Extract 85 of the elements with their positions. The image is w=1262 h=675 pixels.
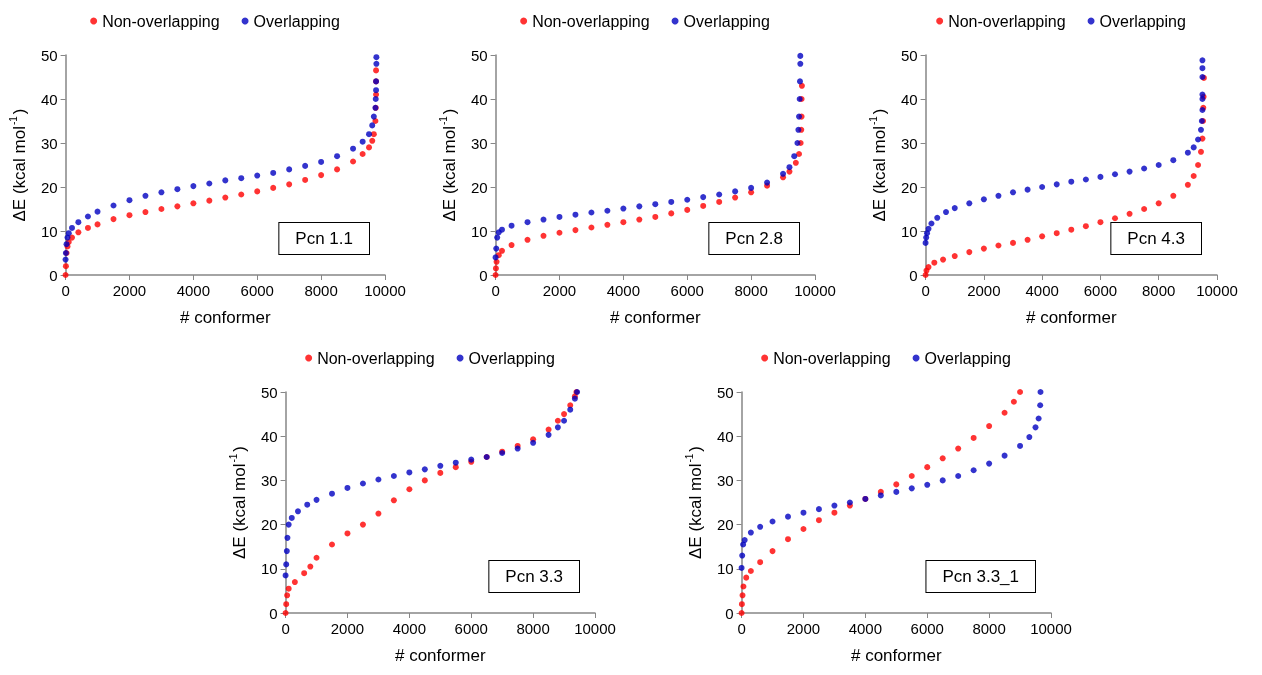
y-axis-title: ΔE (kcal mol-1): [7, 108, 29, 222]
x-tick-label: 10000: [794, 282, 836, 299]
legend-label: Non-overlapping: [317, 349, 435, 367]
x-tick-label: 4000: [176, 282, 211, 299]
y-tick-label: 10: [716, 560, 734, 578]
x-tick-label: 8000: [972, 620, 1006, 637]
y-tick-label: 30: [40, 134, 58, 152]
y-tick-label: 20: [40, 178, 58, 196]
x-tick-label: 2000: [786, 620, 821, 637]
y-tick-label: 0: [725, 604, 734, 622]
x-tick-label: 2000: [330, 620, 365, 637]
y-axis-title: ΔE (kcal mol-1): [437, 108, 459, 222]
x-tick-label: 6000: [670, 282, 704, 299]
x-tick-label: 6000: [454, 620, 488, 637]
y-tick-label: 30: [900, 134, 918, 152]
legend-label: Overlapping: [468, 349, 555, 367]
y-tick-label: 30: [716, 471, 734, 489]
y-tick-label: 40: [900, 90, 918, 108]
annotation: Pcn 3.3_1: [942, 567, 1019, 586]
y-tick-label: 50: [40, 46, 58, 64]
x-tick-label: 2000: [542, 282, 577, 299]
y-tick-label: 50: [260, 383, 278, 401]
x-tick-label: 2000: [967, 282, 1001, 299]
x-tick-label: 8000: [1142, 282, 1176, 299]
x-tick-label: 8000: [304, 282, 338, 299]
x-tick-label: 8000: [734, 282, 768, 299]
legend-label: Overlapping: [924, 349, 1011, 367]
legend-label: Non-overlapping: [773, 349, 891, 367]
y-axis-title: ΔE (kcal mol-1): [683, 446, 705, 559]
x-tick-label: 10000: [364, 282, 406, 299]
y-tick-label: 30: [470, 134, 488, 152]
y-tick-label: 50: [900, 46, 918, 64]
x-tick-label: 4000: [848, 620, 883, 637]
x-axis-title: # conformer: [179, 308, 271, 327]
y-tick-label: 40: [470, 90, 488, 108]
y-tick-label: 40: [260, 427, 278, 445]
legend-label: Overlapping: [253, 12, 340, 30]
y-tick-label: 10: [40, 222, 58, 240]
x-tick-label: 0: [737, 620, 746, 637]
y-tick-label: 50: [470, 46, 488, 64]
x-tick-label: 0: [61, 282, 70, 299]
y-tick-label: 20: [900, 178, 918, 196]
y-axis-title: ΔE (kcal mol-1): [227, 446, 249, 559]
x-tick-label: 10000: [574, 620, 616, 637]
legend-label: Non-overlapping: [532, 12, 650, 30]
x-tick-label: 2000: [112, 282, 147, 299]
y-tick-label: 50: [716, 383, 734, 401]
x-axis-title: # conformer: [609, 308, 701, 327]
y-tick-label: 40: [716, 427, 734, 445]
annotation: Pcn 2.8: [725, 229, 784, 248]
y-tick-label: 0: [479, 266, 488, 284]
legend-label: Non-overlapping: [948, 12, 1066, 30]
x-tick-label: 6000: [910, 620, 944, 637]
annotation: Pcn 1.1: [295, 229, 354, 248]
annotation: Pcn 3.3: [505, 567, 564, 586]
y-tick-label: 10: [260, 560, 278, 578]
x-axis-title: # conformer: [1025, 308, 1117, 327]
x-tick-label: 0: [491, 282, 500, 299]
y-tick-label: 30: [260, 471, 278, 489]
y-tick-label: 20: [716, 516, 734, 534]
legend-label: Overlapping: [683, 12, 770, 30]
x-tick-label: 6000: [240, 282, 274, 299]
legend-label: Non-overlapping: [102, 12, 220, 30]
x-tick-label: 10000: [1196, 282, 1238, 299]
annotation: Pcn 4.3: [1127, 229, 1186, 248]
x-tick-label: 4000: [392, 620, 427, 637]
y-tick-label: 0: [269, 604, 278, 622]
y-tick-label: 20: [470, 178, 488, 196]
x-axis-title: # conformer: [394, 646, 486, 665]
y-tick-label: 40: [40, 90, 58, 108]
x-axis-title: # conformer: [850, 646, 942, 665]
x-tick-label: 0: [921, 282, 930, 299]
y-tick-label: 0: [909, 266, 918, 284]
x-tick-label: 0: [281, 620, 290, 637]
y-tick-label: 10: [470, 222, 488, 240]
y-tick-label: 20: [260, 516, 278, 534]
x-tick-label: 4000: [606, 282, 641, 299]
y-tick-label: 0: [49, 266, 58, 284]
x-tick-label: 10000: [1030, 620, 1072, 637]
y-axis-title: ΔE (kcal mol-1): [867, 108, 889, 222]
legend-label: Overlapping: [1099, 12, 1186, 30]
x-tick-label: 8000: [516, 620, 550, 637]
x-tick-label: 4000: [1025, 282, 1059, 299]
y-tick-label: 10: [900, 222, 918, 240]
x-tick-label: 6000: [1083, 282, 1118, 299]
